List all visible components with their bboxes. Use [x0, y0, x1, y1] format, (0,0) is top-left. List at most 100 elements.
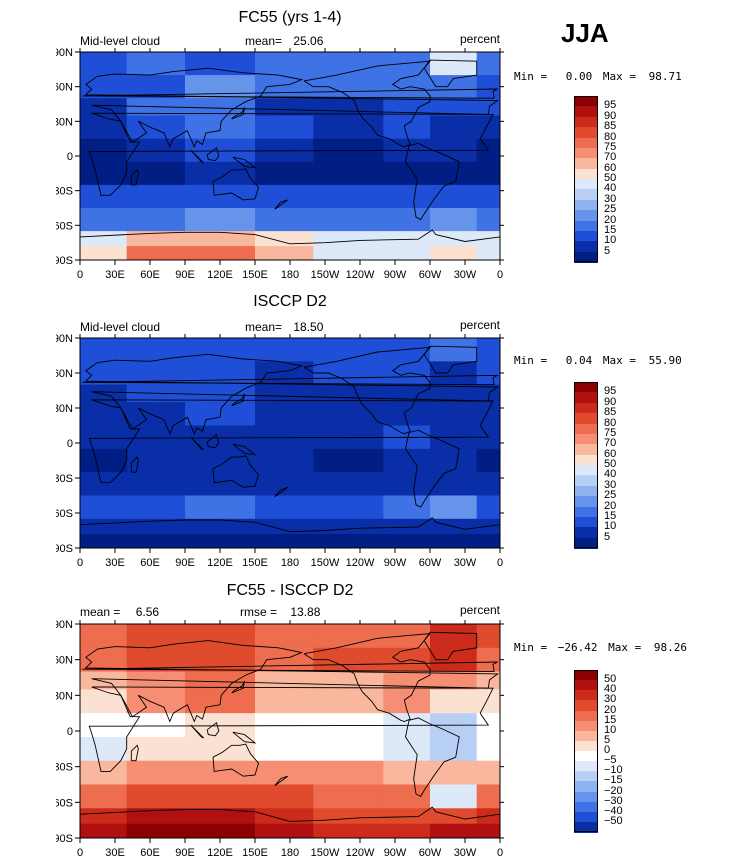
field-cell [313, 760, 384, 785]
colorbar-swatch [574, 781, 598, 792]
field-cell [313, 361, 384, 386]
panel-observed: ISCCP D2 Mid-level cloud mean= 18.50 per… [0, 290, 733, 580]
coastline [232, 731, 257, 744]
mean-value: 18.50 [293, 320, 324, 334]
field-cell [185, 246, 256, 261]
colorbar-level-label: −40 [604, 804, 623, 817]
field-cell [476, 361, 501, 386]
field-cell [80, 448, 128, 473]
coastline [130, 744, 139, 762]
field-cell [430, 689, 478, 714]
coastline [231, 107, 245, 120]
field-cell [476, 231, 501, 247]
colorbar-level-label: 95 [604, 99, 617, 112]
min-label: Min = [514, 70, 548, 83]
colorbar-swatch [574, 720, 598, 732]
field-cell [430, 208, 478, 232]
colorbar-level-label: −30 [604, 794, 623, 807]
field-cell [80, 736, 128, 762]
field-cell [313, 161, 384, 186]
colorbar [574, 670, 598, 833]
x-tick-label: 90W [384, 557, 407, 569]
y-tick-label: 30S [56, 762, 73, 774]
field-cell [430, 671, 478, 690]
x-tick-label: 90E [175, 269, 195, 281]
colorbar [574, 382, 598, 549]
x-tick-label: 60W [419, 557, 442, 569]
field-cell [185, 472, 256, 496]
field-cell [383, 402, 431, 426]
x-tick-label: 120W [346, 557, 375, 569]
colorbar-swatch [574, 670, 598, 681]
y-tick-label: 90S [56, 833, 73, 845]
field-cell [476, 338, 501, 362]
field-cell [313, 184, 384, 209]
field-cell [185, 671, 256, 690]
field-cell [185, 138, 256, 163]
field-cell [126, 161, 186, 186]
field-cell [430, 760, 478, 785]
field-cell [430, 534, 478, 549]
colorbar-level-label: 60 [604, 161, 617, 174]
colorbar-swatch [574, 127, 598, 138]
coastline [232, 443, 257, 456]
colorbar-level-label: −10 [604, 764, 623, 777]
coastline [79, 229, 501, 245]
field-cell [476, 534, 501, 549]
colorbar-level-label: 25 [604, 489, 617, 502]
coastline [84, 640, 500, 723]
field-cell [383, 808, 431, 825]
x-tick-label: 30W [454, 557, 477, 569]
colorbar-swatch [574, 761, 598, 772]
x-tick-label: 60E [140, 847, 160, 859]
coastline [84, 353, 500, 435]
field-cell [313, 246, 384, 261]
x-tick-label: 0 [497, 557, 503, 569]
field-cell [80, 115, 128, 140]
colorbar-swatch [574, 147, 598, 159]
field-cell [430, 495, 478, 520]
field-cell [126, 518, 186, 535]
colorbar-swatch [574, 740, 598, 752]
field-cell [80, 338, 128, 362]
colorbar-swatch [574, 189, 598, 201]
mean-stat: mean = 6.56 [80, 605, 159, 619]
min-value: −26.42 [557, 641, 598, 654]
colorbar-swatch [574, 516, 598, 528]
colorbar-level-label: 50 [604, 458, 617, 470]
field-cell [185, 534, 256, 549]
field-cell [80, 384, 128, 403]
field-cell [255, 624, 314, 649]
colorbar-level-label: 30 [604, 192, 617, 205]
mean-value: 25.06 [293, 34, 324, 48]
field-cell [185, 384, 256, 403]
y-tick-label: 60N [56, 368, 73, 380]
x-tick-label: 90W [384, 847, 407, 859]
field-cell [255, 338, 314, 362]
field-cell [430, 52, 478, 76]
colorbar-level-label: 20 [604, 703, 617, 716]
colorbar-swatch [574, 710, 598, 722]
coastline [232, 156, 257, 169]
field-cell [255, 115, 314, 140]
colorbar-level-label: 40 [604, 182, 617, 195]
field-cell [185, 75, 256, 99]
min-max-readout: Min = 0.04 Max = 55.90 [514, 354, 682, 367]
field-cell [255, 98, 314, 117]
coastline [405, 142, 460, 221]
field-cell [476, 208, 501, 232]
field-cell [80, 518, 128, 535]
season-label: JJA [561, 18, 609, 48]
units-label: percent [459, 318, 500, 332]
field-cell [476, 760, 501, 785]
y-tick-label: 60N [56, 655, 73, 667]
field-cell [430, 736, 478, 762]
rmse-value: 13.88 [290, 605, 321, 619]
coastline-layer [79, 631, 501, 822]
coastline [82, 374, 498, 386]
y-tick-label: 90S [56, 543, 73, 555]
min-value: 0.00 [565, 70, 593, 83]
field-cell [255, 384, 314, 403]
field-cell [313, 624, 384, 649]
field-cell [126, 361, 186, 386]
